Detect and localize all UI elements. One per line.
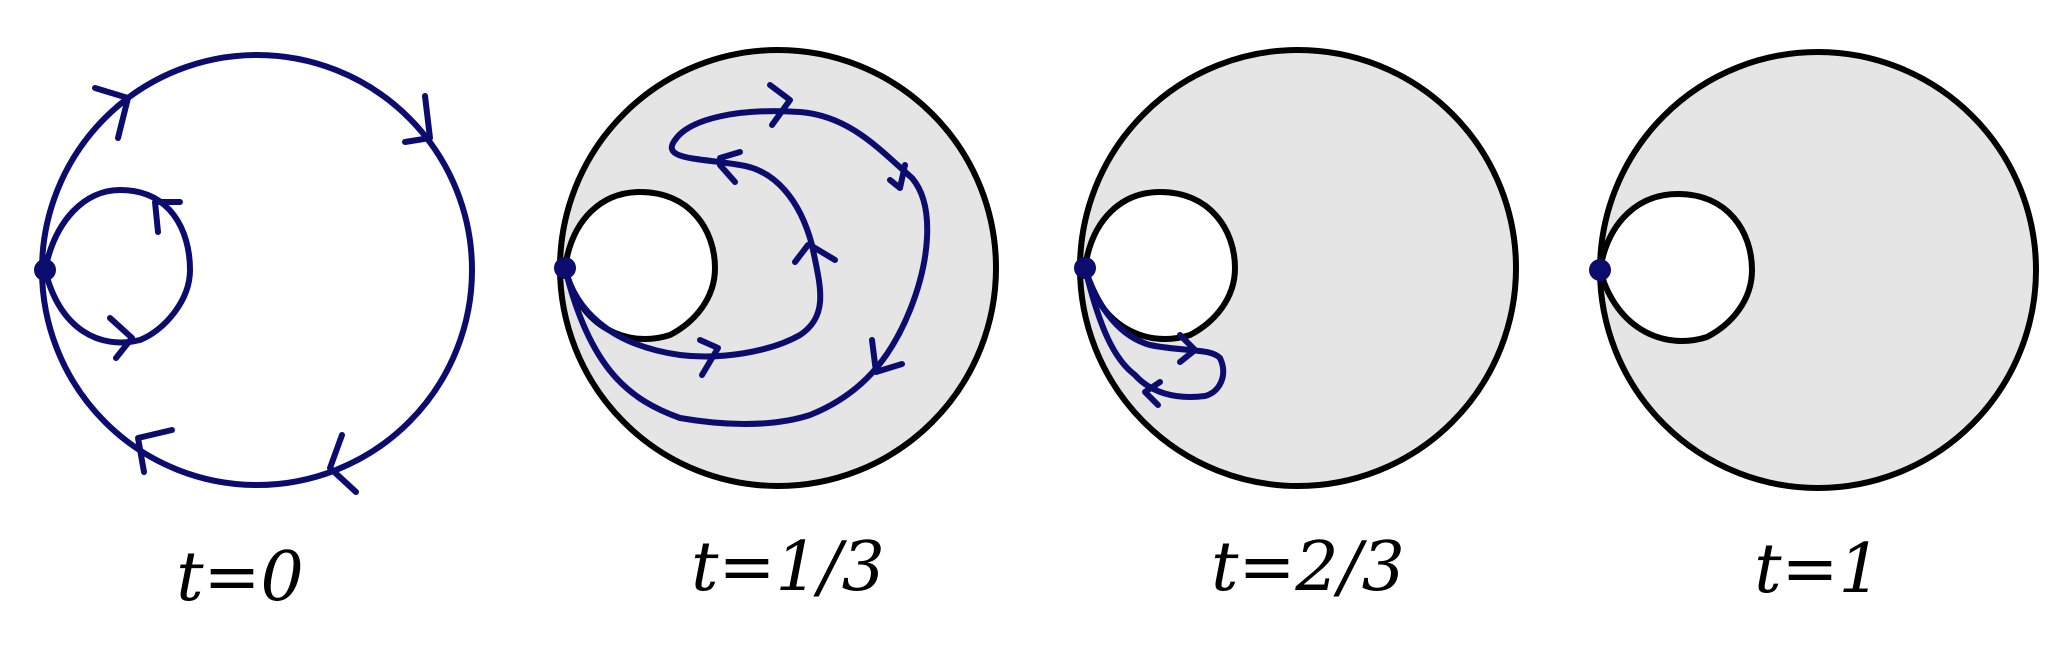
annulus-outer-boundary: [39, 52, 475, 488]
panel-t2-3: t=2/3: [1074, 47, 1519, 607]
arrow-marker: [402, 93, 433, 145]
panel-t1: t=1: [1589, 49, 2039, 609]
arrow-marker: [717, 149, 743, 185]
arrow-marker: [767, 82, 793, 128]
arrow-marker: [697, 337, 721, 378]
arrow-marker: [869, 337, 905, 375]
inner-hole-boundary: [42, 187, 193, 346]
basepoint: [1074, 257, 1096, 279]
panel-label: t=1/3: [691, 528, 885, 607]
arrow-marker: [1142, 379, 1163, 408]
panel-t1-3: t=1/3: [554, 47, 999, 607]
arrow-marker: [135, 427, 175, 475]
inner-hole-boundary: [1081, 188, 1239, 342]
arrow-marker: [887, 162, 908, 191]
arrow-marker: [1177, 332, 1198, 365]
arrow-marker: [107, 315, 135, 361]
panel-t0: t=0: [34, 52, 475, 617]
panel-label: t=1: [1754, 530, 1882, 609]
arrow-marker: [327, 432, 359, 495]
panel-label: t=0: [176, 538, 304, 617]
arrow-marker: [92, 85, 131, 141]
inner-hole-boundary: [561, 188, 719, 342]
deformed-loop: [562, 108, 931, 427]
basepoint: [34, 259, 56, 281]
basepoint: [554, 257, 576, 279]
arrow-marker: [152, 199, 183, 235]
inner-hole-boundary: [1596, 190, 1756, 344]
deformed-loop: [1082, 265, 1227, 400]
panel-label: t=2/3: [1211, 528, 1405, 607]
arrow-marker: [792, 242, 838, 265]
basepoint: [1589, 259, 1611, 281]
